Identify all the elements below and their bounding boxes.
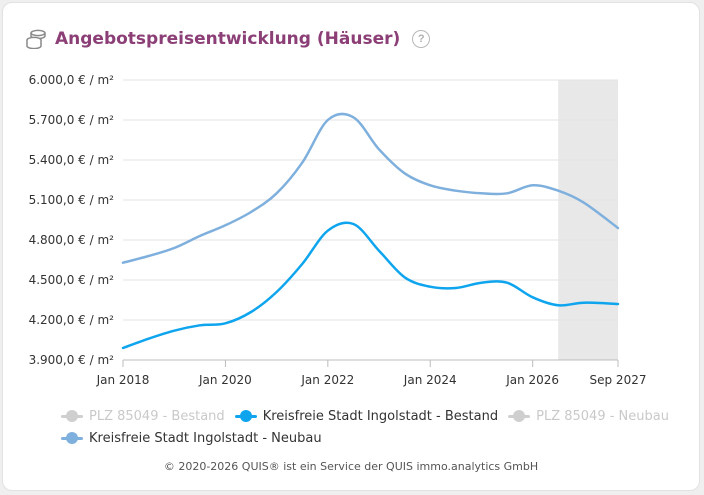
legend-item-plz-bestand[interactable]: PLZ 85049 - Bestand — [61, 409, 225, 424]
series-line-ingolstadt-bestand — [121, 221, 620, 350]
legend-label-ingolstadt-bestand: Kreisfreie Stadt Ingolstadt - Bestand — [262, 408, 499, 424]
y-tick-label: 4.800,0 € / m² — [29, 233, 115, 247]
chart-title: Angebotspreisentwicklung (Häuser) — [55, 29, 401, 49]
footer-copyright: © 2020-2026 QUIS® ist ein Service der QU… — [163, 460, 539, 473]
legend-swatch-ingolstadt-neubau — [61, 432, 83, 444]
legend-item-ingolstadt-bestand[interactable]: Kreisfreie Stadt Ingolstadt - Bestand — [234, 408, 499, 424]
legend-label-ingolstadt-neubau: Kreisfreie Stadt Ingolstadt - Neubau — [89, 430, 322, 446]
x-tick-label: Jan 2022 — [300, 373, 354, 387]
x-tick-label: Jan 2024 — [403, 373, 457, 387]
coins-icon — [26, 29, 46, 49]
y-tick-label: 4.500,0 € / m² — [29, 273, 115, 287]
x-tick-label: Sep 2027 — [590, 373, 647, 387]
legend-swatch-plz-bestand — [61, 410, 83, 422]
legend-swatch-ingolstadt-bestand — [234, 410, 257, 422]
x-tick-label: Jan 2026 — [505, 373, 559, 387]
legend-label-plz-neubau: PLZ 85049 - Neubau — [536, 408, 669, 424]
y-tick-label: 5.400,0 € / m² — [29, 153, 115, 167]
y-tick-label: 5.100,0 € / m² — [29, 193, 115, 207]
legend-item-ingolstadt-neubau[interactable]: Kreisfreie Stadt Ingolstadt - Neubau — [61, 431, 322, 446]
chart-header: Angebotspreisentwicklung (Häuser) ? — [25, 29, 431, 49]
help-icon[interactable]: ? — [412, 30, 431, 48]
legend-label-plz-bestand: PLZ 85049 - Bestand — [89, 408, 225, 424]
y-tick-label: 3.900,0 € / m² — [29, 353, 115, 367]
legend-item-plz-neubau[interactable]: PLZ 85049 - Neubau — [508, 409, 669, 424]
y-tick-label: 5.700,0 € / m² — [29, 113, 115, 127]
series-line-ingolstadt-neubau — [121, 112, 620, 264]
legend: PLZ 85049 - Bestand Kreisfreie Stadt Ing… — [61, 405, 669, 449]
x-tick-label: Jan 2020 — [198, 373, 252, 387]
x-tick-label: Jan 2018 — [96, 373, 150, 387]
y-tick-label: 4.200,0 € / m² — [29, 313, 115, 327]
y-tick-label: 6.000,0 € / m² — [29, 73, 115, 87]
legend-swatch-plz-neubau — [508, 410, 531, 422]
